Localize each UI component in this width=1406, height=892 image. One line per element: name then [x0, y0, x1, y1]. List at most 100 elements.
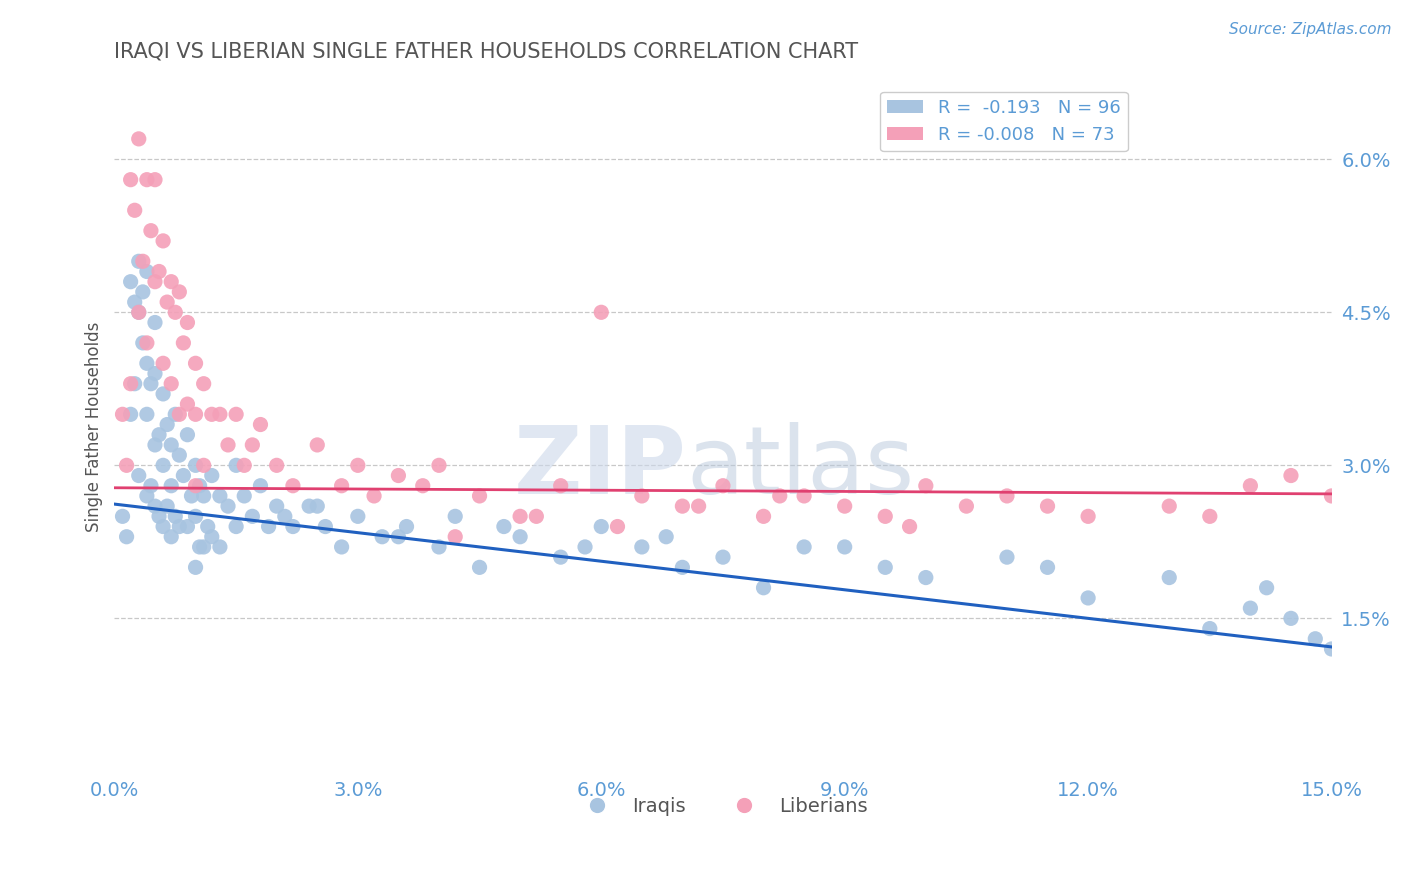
- Point: [266, 458, 288, 473]
- Point: [688, 499, 710, 513]
- Point: [1303, 632, 1326, 646]
- Point: [257, 519, 280, 533]
- Point: [148, 509, 170, 524]
- Point: [395, 519, 418, 533]
- Point: [135, 264, 157, 278]
- Point: [995, 489, 1018, 503]
- Point: [135, 172, 157, 186]
- Point: [834, 499, 856, 513]
- Point: [444, 509, 467, 524]
- Point: [630, 540, 652, 554]
- Point: [184, 479, 207, 493]
- Point: [193, 489, 215, 503]
- Point: [225, 407, 247, 421]
- Point: [524, 509, 547, 524]
- Point: [169, 519, 191, 533]
- Point: [233, 458, 256, 473]
- Point: [201, 530, 224, 544]
- Point: [249, 417, 271, 432]
- Point: [156, 499, 179, 513]
- Point: [152, 387, 174, 401]
- Point: [363, 489, 385, 503]
- Point: [898, 519, 921, 533]
- Point: [128, 254, 150, 268]
- Point: [143, 275, 166, 289]
- Point: [875, 560, 897, 574]
- Point: [184, 560, 207, 574]
- Point: [834, 540, 856, 554]
- Point: [752, 509, 775, 524]
- Point: [274, 509, 297, 524]
- Point: [1239, 479, 1261, 493]
- Point: [188, 540, 211, 554]
- Point: [143, 367, 166, 381]
- Point: [1159, 499, 1181, 513]
- Point: [115, 458, 138, 473]
- Point: [671, 499, 693, 513]
- Point: [1077, 509, 1099, 524]
- Point: [1198, 509, 1220, 524]
- Point: [184, 356, 207, 370]
- Point: [208, 540, 231, 554]
- Point: [184, 458, 207, 473]
- Point: [1077, 591, 1099, 605]
- Point: [132, 254, 155, 268]
- Point: [180, 489, 202, 503]
- Point: [165, 305, 187, 319]
- Point: [208, 489, 231, 503]
- Point: [240, 438, 263, 452]
- Point: [1320, 642, 1343, 657]
- Point: [165, 509, 187, 524]
- Point: [188, 479, 211, 493]
- Point: [148, 264, 170, 278]
- Point: [169, 407, 191, 421]
- Point: [135, 489, 157, 503]
- Point: [135, 335, 157, 350]
- Point: [1256, 581, 1278, 595]
- Point: [139, 376, 162, 391]
- Point: [128, 132, 150, 146]
- Point: [1036, 560, 1059, 574]
- Point: [120, 172, 142, 186]
- Point: [172, 468, 194, 483]
- Point: [371, 530, 394, 544]
- Point: [193, 458, 215, 473]
- Point: [281, 519, 304, 533]
- Point: [132, 285, 155, 299]
- Point: [314, 519, 336, 533]
- Point: [711, 550, 734, 565]
- Point: [172, 335, 194, 350]
- Point: [387, 468, 409, 483]
- Point: [655, 530, 678, 544]
- Point: [550, 550, 572, 565]
- Point: [152, 356, 174, 370]
- Point: [330, 540, 353, 554]
- Point: [550, 479, 572, 493]
- Point: [152, 519, 174, 533]
- Point: [160, 479, 183, 493]
- Point: [143, 316, 166, 330]
- Point: [128, 305, 150, 319]
- Point: [156, 417, 179, 432]
- Point: [139, 224, 162, 238]
- Point: [298, 499, 321, 513]
- Point: [1159, 570, 1181, 584]
- Point: [217, 499, 239, 513]
- Point: [132, 335, 155, 350]
- Point: [955, 499, 977, 513]
- Point: [591, 519, 613, 533]
- Point: [671, 560, 693, 574]
- Point: [412, 479, 434, 493]
- Point: [330, 479, 353, 493]
- Point: [427, 458, 450, 473]
- Point: [387, 530, 409, 544]
- Point: [135, 407, 157, 421]
- Point: [176, 397, 198, 411]
- Point: [307, 438, 329, 452]
- Point: [176, 316, 198, 330]
- Point: [160, 438, 183, 452]
- Point: [769, 489, 792, 503]
- Point: [793, 540, 815, 554]
- Point: [752, 581, 775, 595]
- Point: [711, 479, 734, 493]
